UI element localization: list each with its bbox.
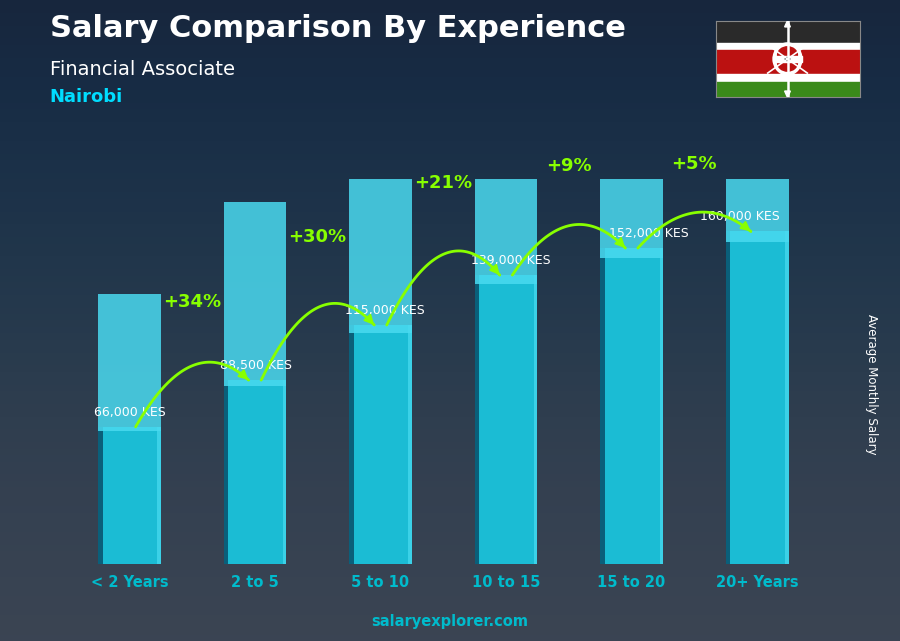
Text: 139,000 KES: 139,000 KES bbox=[471, 254, 551, 267]
Text: +5%: +5% bbox=[671, 155, 717, 173]
Bar bbox=[474, 275, 537, 564]
Text: salaryexplorer.com: salaryexplorer.com bbox=[372, 615, 528, 629]
Bar bbox=[716, 81, 859, 97]
Bar bbox=[600, 248, 663, 564]
Text: 88,500 KES: 88,500 KES bbox=[220, 359, 292, 372]
Bar bbox=[785, 231, 788, 564]
Text: +21%: +21% bbox=[414, 174, 472, 192]
Ellipse shape bbox=[778, 47, 797, 63]
Bar bbox=[283, 380, 286, 564]
Bar bbox=[98, 427, 161, 564]
Bar bbox=[349, 325, 354, 564]
Polygon shape bbox=[785, 91, 790, 97]
Bar bbox=[158, 427, 161, 564]
Bar bbox=[725, 0, 788, 242]
Bar bbox=[349, 94, 412, 333]
Text: Nairobi: Nairobi bbox=[50, 88, 122, 106]
Bar bbox=[534, 275, 537, 564]
Text: Average Monthly Salary: Average Monthly Salary bbox=[865, 314, 878, 455]
Text: +34%: +34% bbox=[163, 294, 221, 312]
Ellipse shape bbox=[786, 58, 789, 60]
Text: Salary Comparison By Experience: Salary Comparison By Experience bbox=[50, 14, 625, 43]
Text: 152,000 KES: 152,000 KES bbox=[609, 227, 688, 240]
Bar bbox=[223, 202, 286, 386]
Text: 66,000 KES: 66,000 KES bbox=[94, 406, 166, 419]
Bar bbox=[660, 248, 663, 564]
Bar bbox=[773, 56, 802, 62]
Polygon shape bbox=[785, 21, 790, 27]
Bar bbox=[98, 427, 103, 564]
Ellipse shape bbox=[778, 54, 797, 71]
Bar bbox=[223, 380, 229, 564]
Ellipse shape bbox=[773, 43, 802, 75]
Bar bbox=[98, 294, 161, 431]
Bar bbox=[725, 231, 731, 564]
Bar bbox=[474, 0, 537, 285]
Bar bbox=[716, 21, 859, 44]
Bar bbox=[223, 380, 286, 564]
Bar bbox=[725, 231, 788, 564]
Bar bbox=[716, 50, 859, 75]
Bar bbox=[349, 325, 412, 564]
Text: +9%: +9% bbox=[546, 157, 591, 176]
Text: 115,000 KES: 115,000 KES bbox=[346, 304, 425, 317]
Bar bbox=[474, 275, 480, 564]
Text: 160,000 KES: 160,000 KES bbox=[700, 210, 779, 223]
Bar bbox=[600, 248, 605, 564]
Bar bbox=[716, 74, 859, 81]
Text: +30%: +30% bbox=[289, 228, 347, 246]
Bar bbox=[600, 0, 663, 258]
Bar bbox=[716, 43, 859, 50]
Bar bbox=[409, 325, 412, 564]
Text: Financial Associate: Financial Associate bbox=[50, 60, 235, 79]
